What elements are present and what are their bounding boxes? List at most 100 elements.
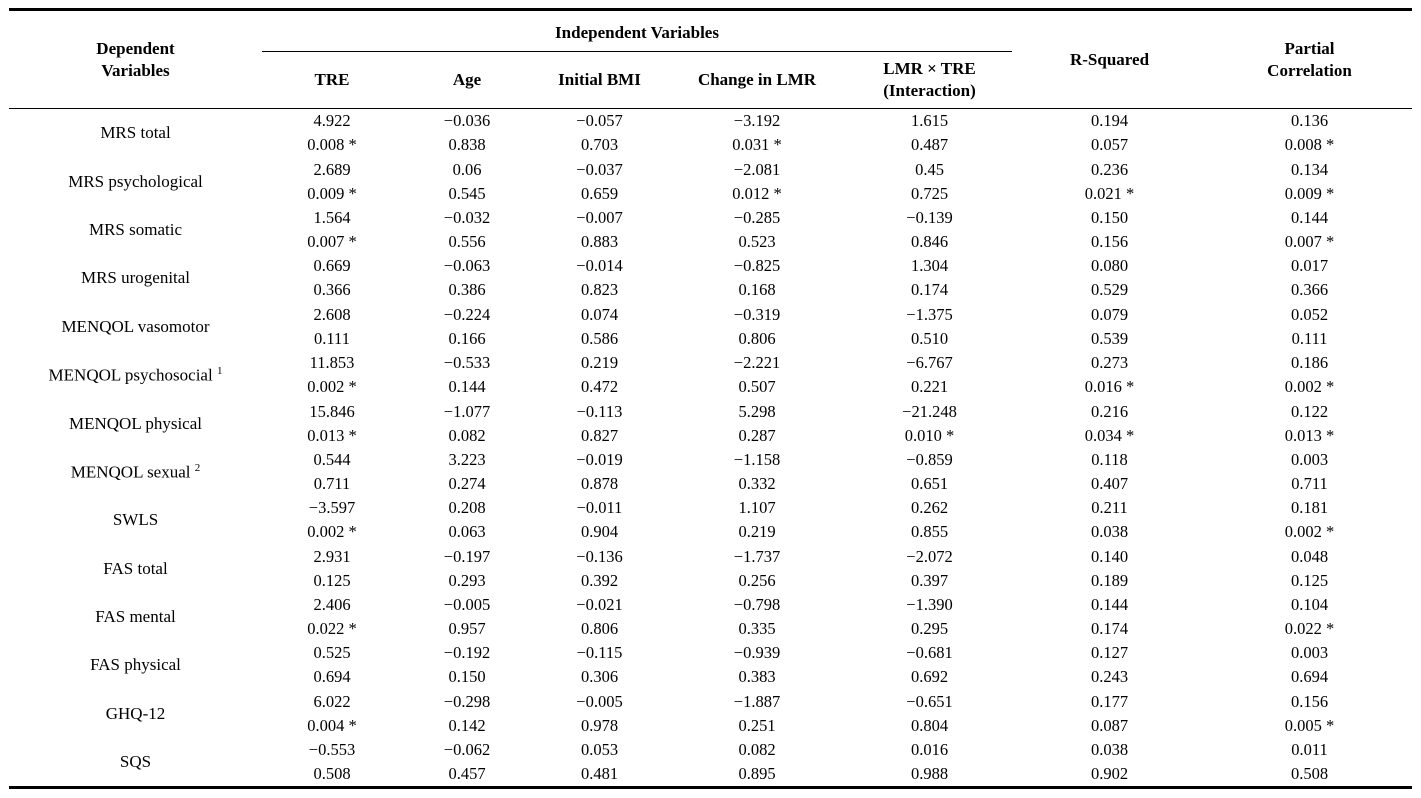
- p-value: 0.002 *: [1284, 522, 1335, 542]
- coefficient-value: 0.003: [1290, 643, 1329, 663]
- header-partial-correlation-label: Partial Correlation: [1267, 38, 1352, 80]
- coefficient-value: 0.262: [910, 498, 949, 518]
- header-col-lmr-x-tre-interaction: LMR × TRE (Interaction): [847, 52, 1012, 109]
- coefficient-value: −0.113: [576, 401, 623, 421]
- p-value: 0.004 *: [307, 715, 357, 735]
- coefficient-value: 0.144: [1290, 207, 1329, 227]
- cell-age: 3.223 0.274: [402, 448, 532, 496]
- cell-age: −0.032 0.556: [402, 206, 532, 254]
- coefficient-value: 0.011: [1291, 740, 1328, 760]
- coefficient-value: −0.115: [576, 643, 623, 663]
- p-value: 0.366: [1290, 280, 1329, 300]
- table-row: FAS total 2.931 0.125 −0.197 0.293 −0.136 0.39…: [9, 545, 1412, 593]
- cell-change-in-lmr: −2.221 0.507: [667, 351, 847, 399]
- p-value: 0.902: [1090, 764, 1129, 784]
- cell-partial-correlation: 0.136 0.008 *: [1207, 109, 1412, 158]
- cell-r-squared: 0.177 0.087: [1012, 690, 1207, 738]
- cell-change-in-lmr: −0.319 0.806: [667, 303, 847, 351]
- row-label: MENQOL sexual 2: [70, 461, 201, 482]
- header-partial-correlation: Partial Correlation: [1207, 10, 1412, 109]
- p-value: 0.957: [448, 619, 486, 639]
- cell-r-squared: 0.127 0.243: [1012, 641, 1207, 689]
- p-value: 0.510: [910, 328, 949, 348]
- cell-r-squared: 0.273 0.016 *: [1012, 351, 1207, 399]
- coefficient-value: 0.219: [580, 353, 619, 373]
- p-value: 0.586: [580, 328, 619, 348]
- cell-initial-bmi: −0.136 0.392: [532, 545, 667, 593]
- cell-tre: 6.022 0.004 *: [262, 690, 402, 738]
- table-row: MRS somatic 1.564 0.007 * −0.032 0.556 −0.007…: [9, 206, 1412, 254]
- coefficient-value: −0.651: [906, 691, 953, 711]
- cell-tre: 0.544 0.711: [262, 448, 402, 496]
- p-value: 0.806: [738, 328, 776, 348]
- cell-r-squared: 0.150 0.156: [1012, 206, 1207, 254]
- coefficient-value: 0.082: [738, 740, 776, 760]
- header-dependent-variables: Dependent Variables: [9, 10, 262, 109]
- cell-age: −0.036 0.838: [402, 109, 532, 158]
- table-row: FAS mental 2.406 0.022 * −0.005 0.957 −0.021 0…: [9, 593, 1412, 641]
- cell-change-in-lmr: −1.887 0.251: [667, 690, 847, 738]
- p-value: 0.082: [448, 425, 486, 445]
- p-value: 0.846: [910, 231, 949, 251]
- header-row-top: Dependent Variables Independent Variable…: [9, 9, 1412, 80]
- cell-partial-correlation: 0.003 0.694: [1207, 641, 1412, 689]
- p-value: 0.472: [580, 377, 619, 397]
- cell-r-squared: 0.211 0.038: [1012, 496, 1207, 544]
- coefficient-value: −0.021: [576, 595, 623, 615]
- row-label: MRS urogenital: [80, 268, 191, 288]
- p-value: 0.978: [580, 715, 619, 735]
- p-value: 0.703: [580, 135, 619, 155]
- cell-age: −0.224 0.166: [402, 303, 532, 351]
- p-value: 0.529: [1090, 280, 1129, 300]
- coefficient-value: −0.798: [733, 595, 781, 615]
- row-label: MRS psychological: [68, 171, 203, 191]
- coefficient-value: −1.077: [443, 401, 491, 421]
- table-row: MRS psychological 2.689 0.009 * 0.06 0.545 −0…: [9, 157, 1412, 205]
- header-independent-variables-label: Independent Variables: [555, 23, 719, 42]
- p-value: 0.694: [313, 667, 351, 687]
- p-value: 0.007 *: [1284, 231, 1335, 251]
- p-value: 0.855: [910, 522, 949, 542]
- header-col-label: TRE: [314, 70, 350, 89]
- cell-tre: 4.922 0.008 *: [262, 109, 402, 158]
- cell-lmr-x-tre-interaction: −6.767 0.221: [847, 351, 1012, 399]
- coefficient-value: 0.038: [1090, 740, 1129, 760]
- p-value: 0.306: [580, 667, 619, 687]
- coefficient-value: 1.304: [910, 256, 949, 276]
- cell-partial-correlation: 0.134 0.009 *: [1207, 157, 1412, 205]
- header-col-label: Age: [452, 70, 482, 89]
- coefficient-value: −0.011: [576, 498, 623, 518]
- cell-partial-correlation: 0.144 0.007 *: [1207, 206, 1412, 254]
- p-value: 0.711: [1291, 473, 1328, 493]
- p-value: 0.256: [738, 570, 776, 590]
- header-r-squared-label: R-Squared: [1069, 49, 1150, 69]
- cell-tre: 2.689 0.009 *: [262, 157, 402, 205]
- cell-partial-correlation: 0.048 0.125: [1207, 545, 1412, 593]
- coefficient-value: −0.319: [733, 304, 781, 324]
- coefficient-value: 5.298: [738, 401, 776, 421]
- p-value: 0.125: [313, 570, 351, 590]
- p-value: 0.295: [910, 619, 949, 639]
- coefficient-value: −1.737: [733, 546, 781, 566]
- cell-initial-bmi: 0.053 0.481: [532, 738, 667, 788]
- cell-tre: 2.406 0.022 *: [262, 593, 402, 641]
- coefficient-value: −0.037: [576, 159, 623, 179]
- header-col-label: Initial BMI: [558, 70, 641, 89]
- cell-r-squared: 0.080 0.529: [1012, 254, 1207, 302]
- p-value: 0.013 *: [307, 425, 357, 445]
- cell-change-in-lmr: −0.825 0.168: [667, 254, 847, 302]
- table-row: MENQOL psychosocial 1 11.853 0.002 * −0.533…: [9, 351, 1412, 399]
- coefficient-value: 0.053: [580, 740, 619, 760]
- table-row: MRS urogenital 0.669 0.366 −0.063 0.386 −0.01…: [9, 254, 1412, 302]
- p-value: 0.221: [910, 377, 949, 397]
- cell-initial-bmi: −0.005 0.978: [532, 690, 667, 738]
- row-label: MRS total: [100, 123, 171, 143]
- header-r-squared: R-Squared: [1012, 10, 1207, 109]
- table-row: GHQ-12 6.022 0.004 * −0.298 0.142 −0.005 0.978…: [9, 690, 1412, 738]
- p-value: 0.838: [448, 135, 486, 155]
- p-value: 0.008 *: [307, 135, 357, 155]
- p-value: 0.335: [738, 619, 776, 639]
- coefficient-value: 0.052: [1290, 304, 1329, 324]
- coefficient-value: −0.019: [576, 449, 623, 469]
- p-value: 0.168: [738, 280, 776, 300]
